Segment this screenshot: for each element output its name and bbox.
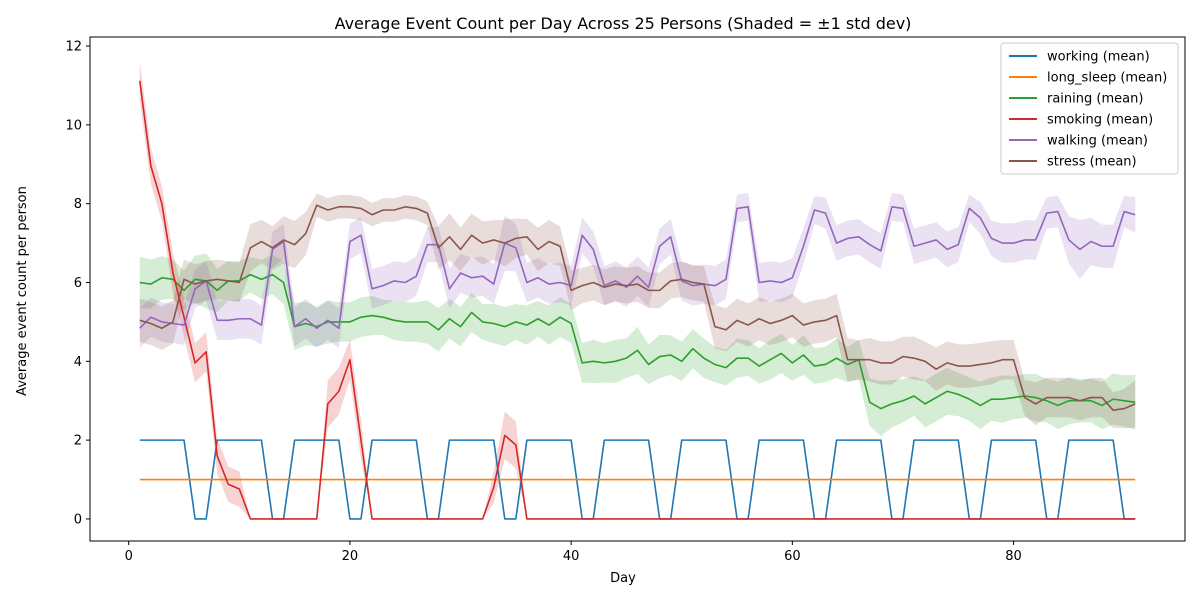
legend-item-walking: walking (mean) xyxy=(1009,134,1148,149)
x-tick-label: 20 xyxy=(342,549,359,564)
walking-line xyxy=(139,206,1136,330)
x-tick-label: 40 xyxy=(563,549,580,564)
smoking-line xyxy=(138,80,1136,520)
x-axis-ticks: 0 20 40 60 80 xyxy=(125,541,1022,564)
legend-item-raining: raining (mean) xyxy=(1009,92,1143,107)
y-tick-label: 4 xyxy=(74,355,82,370)
legend-label: raining (mean) xyxy=(1047,92,1143,107)
raining-line xyxy=(139,273,1136,410)
legend-label: long_sleep (mean) xyxy=(1047,71,1167,86)
raining-std-band xyxy=(139,253,1136,437)
y-tick-label: 12 xyxy=(65,40,82,55)
y-tick-label: 10 xyxy=(65,118,82,133)
plot-frame xyxy=(89,36,1186,542)
legend-item-stress: stress (mean) xyxy=(1009,155,1137,170)
smoking-std-band xyxy=(139,61,1136,519)
y-tick-label: 0 xyxy=(74,512,82,527)
legend-label: walking (mean) xyxy=(1047,134,1148,149)
legend-item-smoking: smoking (mean) xyxy=(1009,113,1153,128)
legend: working (mean) long_sleep (mean) raining (… xyxy=(1000,42,1179,175)
legend-item-working: working (mean) xyxy=(1009,50,1150,65)
x-axis-label: Day xyxy=(610,571,636,586)
legend-label: smoking (mean) xyxy=(1047,113,1153,128)
y-axis-label: Average event count per person xyxy=(15,186,30,396)
x-tick-label: 0 xyxy=(125,549,133,564)
chart-title: Average Event Count per Day Across 25 Pe… xyxy=(335,14,912,33)
legend-box xyxy=(1000,42,1179,175)
legend-label: working (mean) xyxy=(1047,50,1150,65)
stress-std-band xyxy=(139,193,1136,429)
legend-item-long-sleep: long_sleep (mean) xyxy=(1009,71,1167,86)
legend-label: stress (mean) xyxy=(1047,155,1137,170)
x-tick-label: 80 xyxy=(1005,549,1022,564)
y-tick-label: 8 xyxy=(74,197,82,212)
x-tick-label: 60 xyxy=(784,549,801,564)
y-axis-ticks: 0 2 4 6 8 10 12 xyxy=(65,40,90,527)
y-tick-label: 6 xyxy=(74,276,82,291)
y-tick-label: 2 xyxy=(74,434,82,449)
series-lines xyxy=(138,80,1136,520)
stress-line xyxy=(139,204,1136,411)
